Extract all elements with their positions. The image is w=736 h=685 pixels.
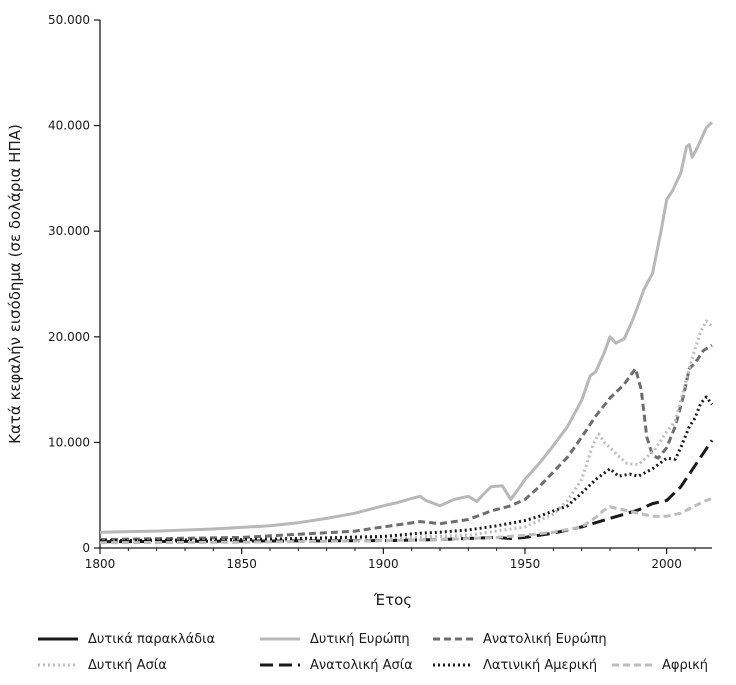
y-axis-title: Κατά κεφαλήν εισόδημα (σε δολάρια ΗΠΑ) [6,124,24,444]
series-line [100,122,712,532]
x-tick-label: 1950 [510,557,541,571]
legend-label: Ανατολική Ασία [310,658,413,673]
legend-label: Λατινική Αμερική [483,658,597,673]
x-tick-label: 2000 [651,557,682,571]
legend: Δυτικά παρακλάδια Δυτική Ευρώπη Ανατολική … [38,632,708,673]
legend-label: Ανατολική Ευρώπη [483,632,607,647]
legend-label: Δυτική Ασία [88,658,167,673]
legend-label: Αφρική [662,658,708,673]
axes [100,20,712,548]
x-tick-label: 1900 [368,557,399,571]
ticks: 1800 1850 1900 1950 2000 0 10.000 20.000 30.000 4… [48,13,695,571]
y-tick-label: 20.000 [48,330,90,344]
series-line [100,440,712,541]
y-tick-label: 0 [82,541,90,555]
series-layer [100,122,712,542]
x-axis-title: Έτος [373,591,412,609]
x-tick-label: 1800 [85,557,116,571]
y-tick-label: 40.000 [48,119,90,133]
series-line [100,498,712,542]
legend-label: Δυτικά παρακλάδια [88,632,215,647]
x-tick-label: 1850 [226,557,257,571]
y-tick-label: 30.000 [48,224,90,238]
legend-label: Δυτική Ευρώπη [310,632,410,647]
series-line [100,397,712,541]
series-line [100,321,712,542]
y-tick-label: 50.000 [48,13,90,27]
y-tick-label: 10.000 [48,435,90,449]
